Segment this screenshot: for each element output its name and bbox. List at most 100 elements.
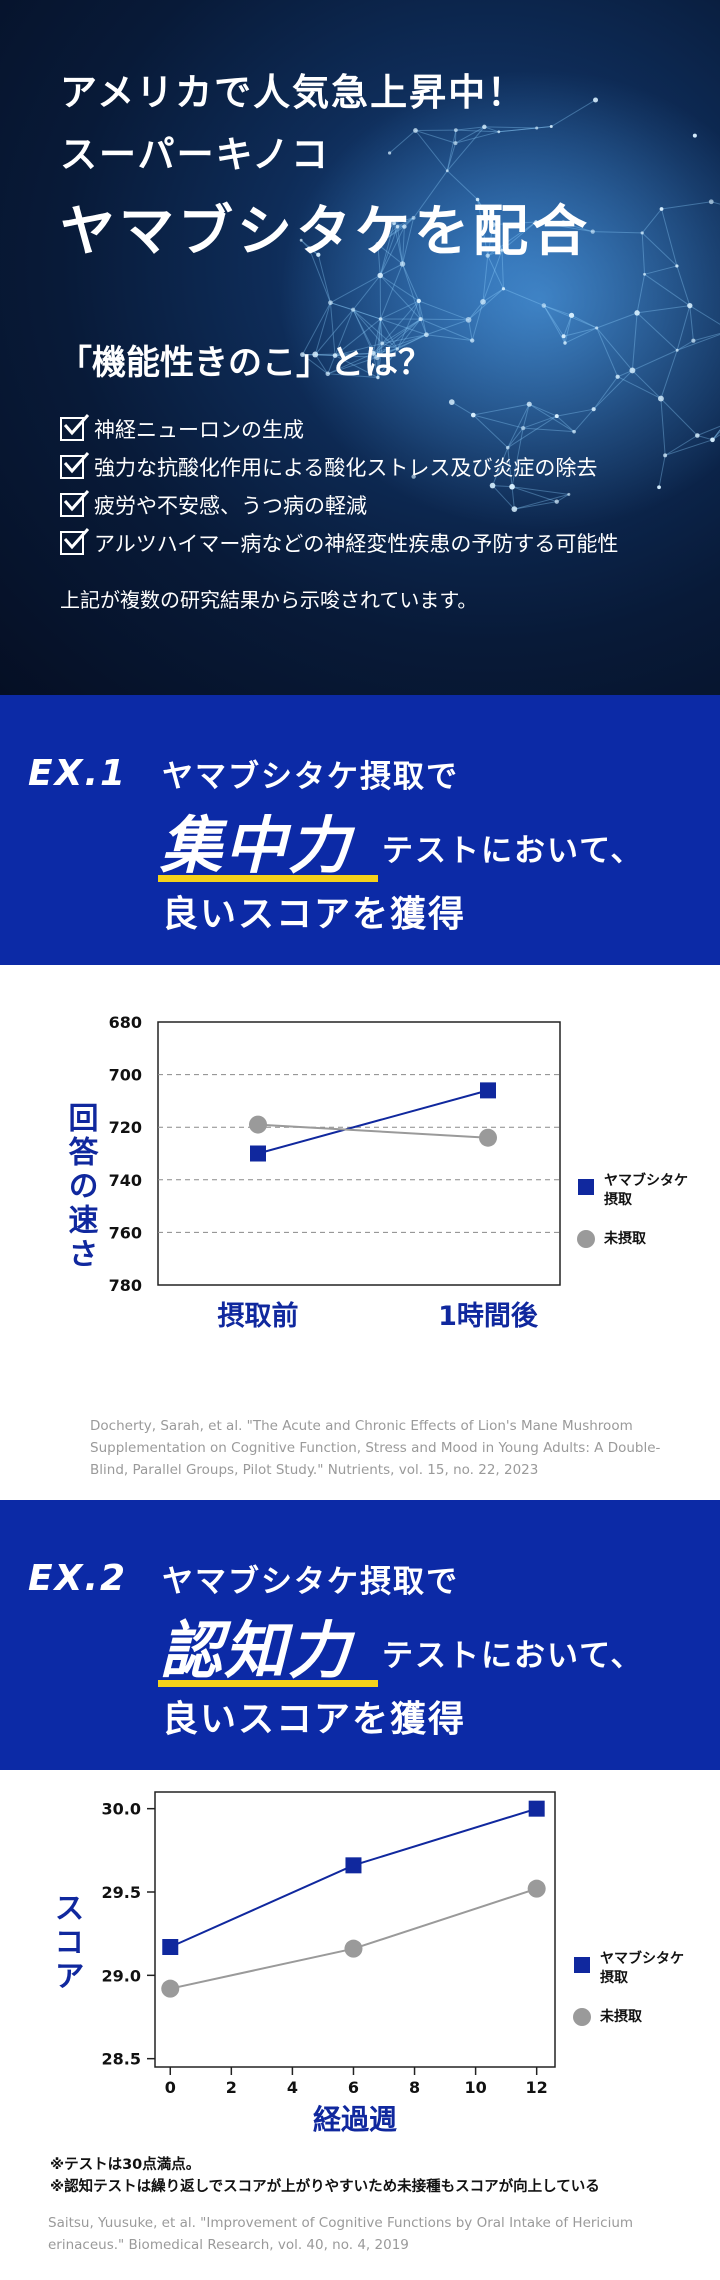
network-link (397, 334, 427, 350)
x-tick-label: 10 (464, 2078, 486, 2097)
checklist-item: 神経ニューロンの生成 (60, 410, 618, 448)
network-link (563, 315, 573, 337)
ex1-highlight: 集中力 (160, 809, 353, 882)
legend-label: ヤマブシタケ (604, 1172, 688, 1189)
network-link (592, 231, 643, 234)
network-node (567, 492, 571, 496)
checklist-item: 強力な抗酸化作用による酸化ストレス及び炎症の除去 (60, 448, 618, 486)
network-node (640, 231, 644, 235)
legend-label: 摂取 (600, 1969, 629, 1986)
network-link (418, 300, 427, 335)
network-link (487, 224, 494, 256)
checklist-item: 疲労や不安感、うつ病の軽減 (60, 486, 618, 524)
network-link (376, 319, 382, 358)
network-link (451, 401, 474, 416)
network-node (634, 310, 640, 316)
checklist-label: アルツハイマー病などの神経変性疾患の予防する可能性 (94, 532, 619, 556)
network-node (378, 317, 383, 321)
network-link (379, 222, 395, 276)
network-link (482, 250, 503, 303)
network-link (660, 398, 666, 456)
network-link (377, 226, 398, 245)
network-node (657, 485, 661, 490)
network-node (306, 246, 313, 252)
network-link (334, 318, 381, 356)
ex1-result: 良いスコアを獲得 (162, 894, 467, 935)
network-link (418, 300, 422, 320)
network-link (487, 255, 504, 289)
network-node (563, 341, 567, 345)
network-link (302, 354, 336, 357)
network-node (470, 338, 475, 343)
y-tick-label: 720 (109, 1118, 142, 1137)
network-link (317, 254, 331, 303)
y-tick-label: 28.5 (102, 2050, 141, 2069)
network-link (487, 249, 503, 257)
network-link (514, 493, 569, 510)
network-link (397, 217, 414, 228)
network-link (637, 305, 690, 314)
network-node (445, 169, 449, 173)
network-node (470, 412, 476, 418)
network-link (352, 275, 381, 311)
network-link (693, 332, 720, 342)
network-node (657, 395, 664, 402)
network-link (492, 447, 509, 486)
network-link (352, 309, 378, 358)
checklist-label: 神経ニューロンの生成 (94, 418, 304, 442)
network-link (660, 350, 678, 399)
x-tick-label: 12 (526, 2078, 548, 2097)
network-link (511, 486, 557, 503)
network-node (376, 375, 380, 380)
ex2-banner: EX.2 ヤマブシタケ摂取で 認知力 テストにおいて、 良いスコアを獲得 (0, 1500, 720, 1770)
network-node (424, 332, 429, 338)
network-link (556, 408, 594, 417)
network-node (572, 429, 576, 434)
network-link (477, 199, 489, 256)
x-axis-label: 経過週 (313, 2103, 397, 2136)
network-link (314, 302, 331, 355)
network-link (379, 226, 405, 276)
network-node (593, 97, 599, 103)
network-link (543, 305, 565, 337)
network-link (455, 126, 485, 144)
network-node (595, 326, 599, 330)
network-link (660, 398, 698, 436)
network-link (377, 319, 382, 378)
ex2-label: EX.2 (28, 1558, 128, 1599)
network-link (420, 318, 427, 335)
ex1-highlight-underline (158, 875, 378, 882)
network-node (448, 399, 455, 405)
network-node (500, 248, 504, 252)
network-link (471, 301, 484, 341)
network-link (482, 255, 489, 302)
legend-marker (574, 1957, 590, 1973)
network-link (523, 427, 575, 433)
ex1-subtitle: ヤマブシタケ摂取で (162, 759, 459, 795)
network-node (402, 224, 407, 229)
hero-line-2: スーパーキノコ (60, 133, 331, 176)
network-link (596, 312, 638, 329)
network-link (315, 353, 336, 357)
network-link (376, 318, 421, 358)
network-link (327, 356, 378, 375)
network-node (475, 197, 480, 202)
network-link (712, 429, 720, 441)
network-link (492, 224, 503, 251)
data-point (249, 1115, 267, 1134)
network-link (711, 201, 720, 205)
series-line (257, 1123, 489, 1139)
network-link (661, 208, 678, 267)
network-link (593, 376, 619, 410)
network-link (556, 415, 575, 433)
chart2-section: 28.5 29.0 29.5 30.0 0 2 4 6 8 10 12 経過週 スコア ヤマブシタケ 摂取未… (0, 1770, 720, 2280)
network-link (334, 342, 383, 357)
network-link (446, 170, 478, 200)
network-link (402, 263, 422, 320)
network-node (710, 437, 715, 443)
network-link (379, 226, 398, 276)
network-link (402, 217, 415, 265)
network-node (316, 252, 321, 257)
x-tick-label: 2 (226, 2078, 237, 2097)
network-link (402, 226, 405, 265)
